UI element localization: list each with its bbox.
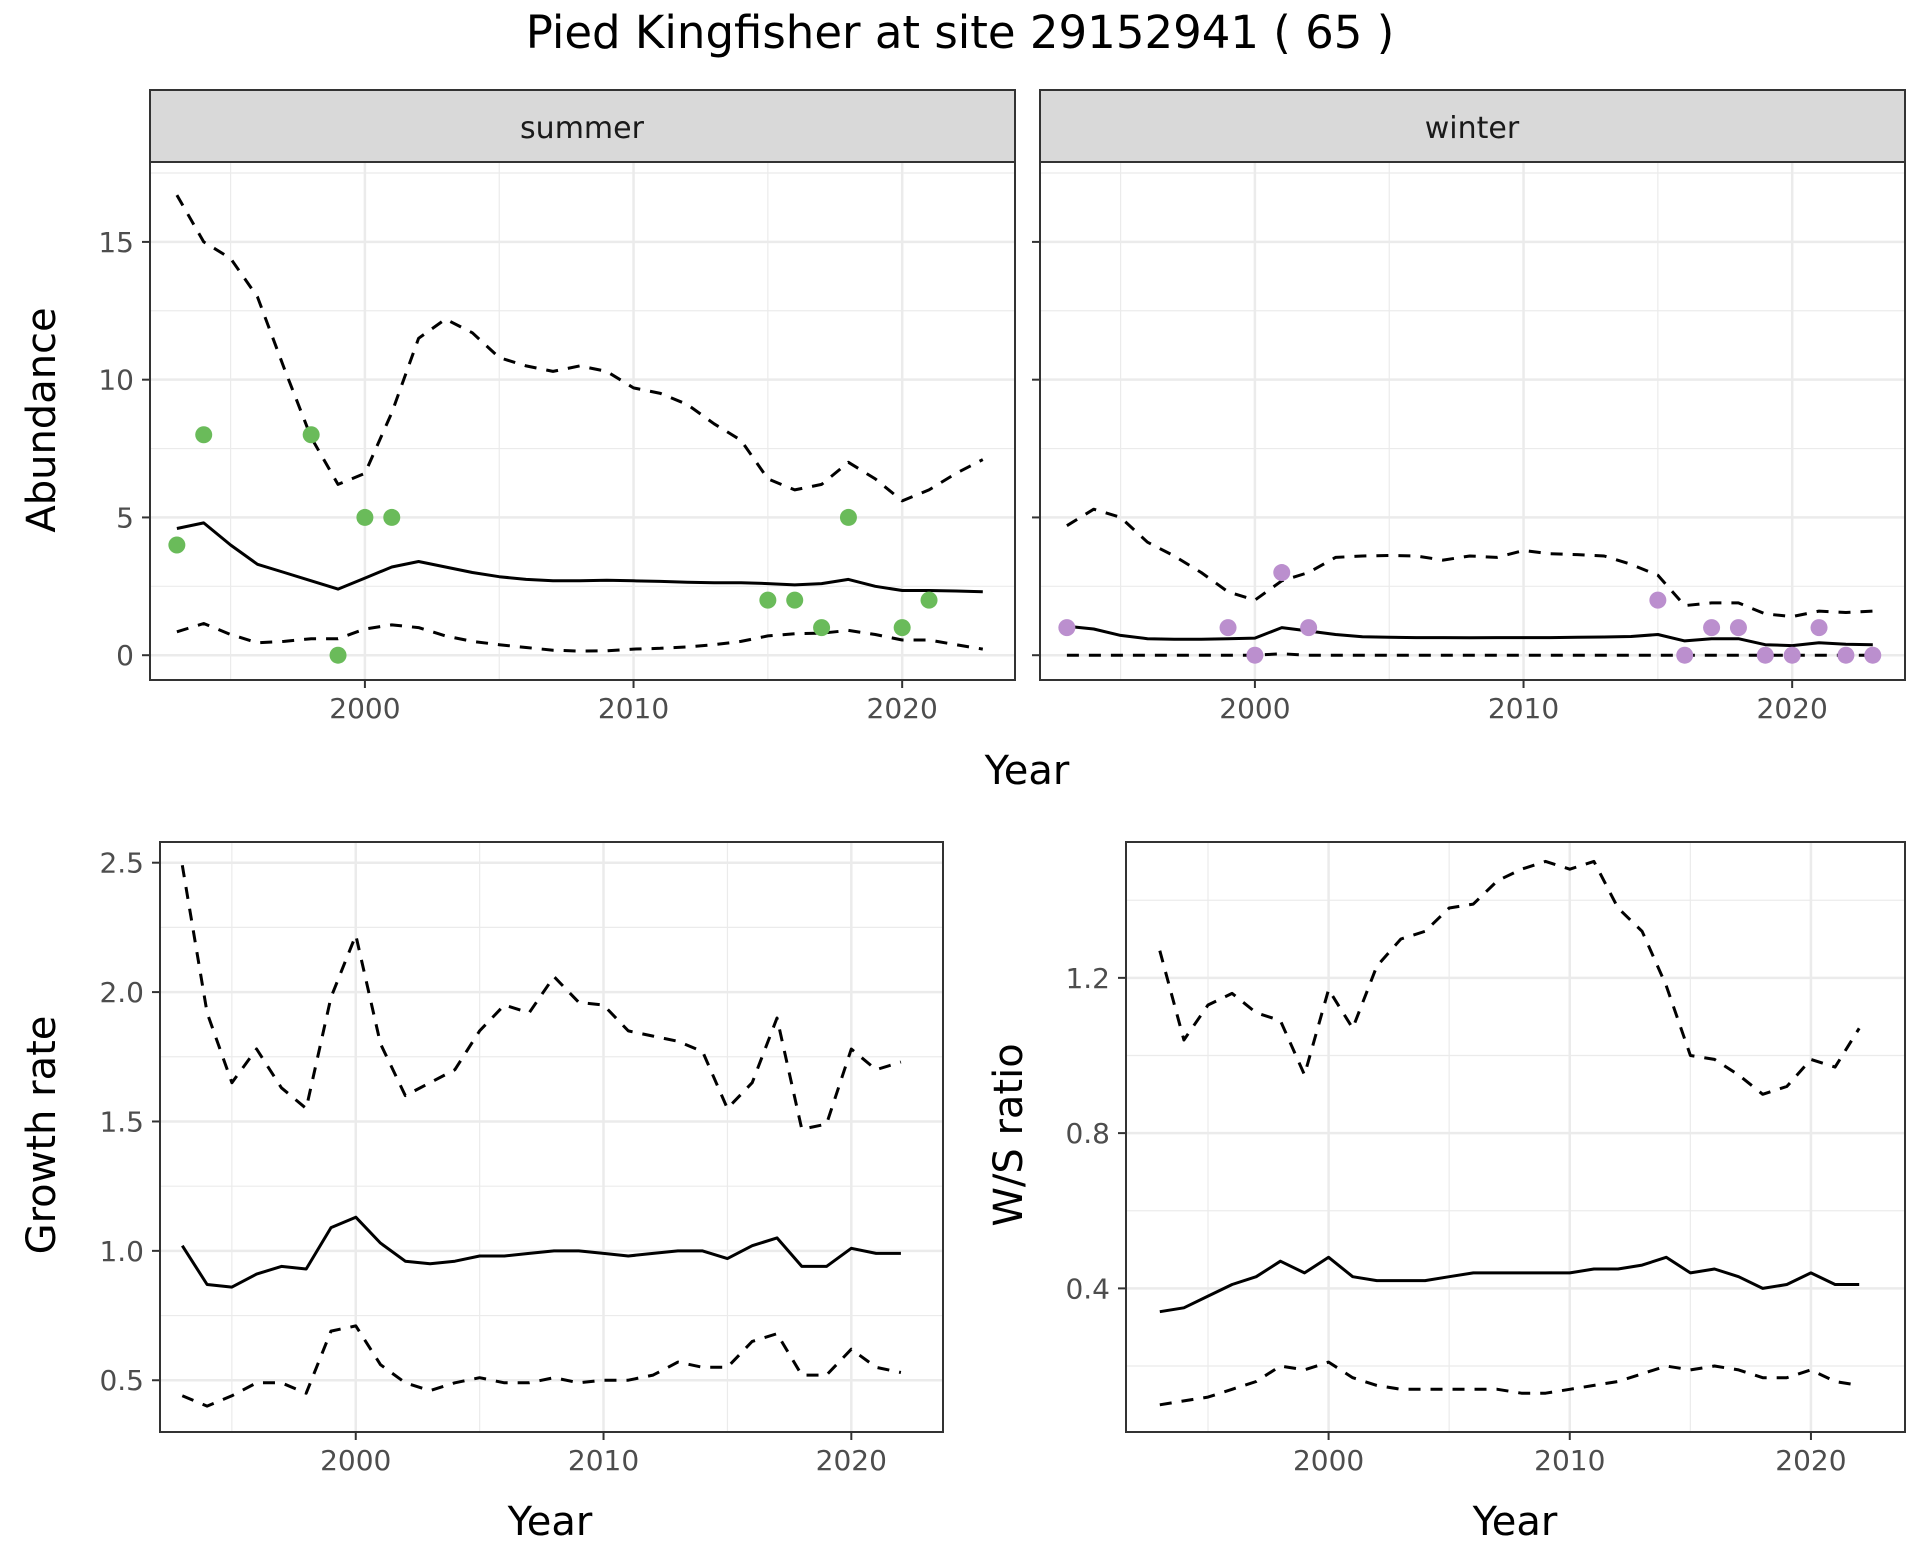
- winter-x-tick-label: 2010: [1488, 692, 1559, 725]
- growth-y-axis-title: Growth rate: [19, 1016, 65, 1255]
- winter-observation-point: [1756, 646, 1774, 664]
- summer-y-tick-label: 10: [98, 364, 134, 397]
- winter-observation-point: [1246, 646, 1264, 664]
- summer-y-tick-label: 0: [116, 639, 134, 672]
- winter-observation-point: [1219, 619, 1237, 637]
- ws-y-tick-label: 0.4: [1065, 1272, 1110, 1305]
- chart-title: Pied Kingfisher at site 29152941 ( 65 ): [526, 6, 1395, 59]
- summer-observation-point: [168, 536, 186, 554]
- summer-observation-point: [920, 591, 938, 609]
- winter-observation-point: [1300, 619, 1318, 637]
- summer-x-tick-label: 2000: [329, 692, 400, 725]
- strip-summer: [149, 89, 1016, 163]
- winter-mean-line: [1066, 624, 1873, 648]
- growth-panel-border: [159, 841, 944, 1433]
- ws-x-axis-title: Year: [1472, 1499, 1558, 1545]
- winter-observation-point: [1837, 646, 1855, 664]
- abundance-x-axis-title: Year: [984, 748, 1070, 794]
- summer-upper-line: [175, 194, 984, 503]
- winter-observation-point: [1864, 646, 1882, 664]
- growth-upper-line: [180, 865, 902, 1131]
- winter-observation-point: [1783, 646, 1801, 664]
- ws-plot-area: [1126, 842, 1905, 1432]
- winter-observation-point: [1810, 619, 1828, 637]
- summer-x-tick-label: 2020: [867, 692, 938, 725]
- growth-x-tick-label: 2020: [816, 1444, 887, 1477]
- growth-x-axis-title: Year: [507, 1499, 593, 1545]
- summer-observation-point: [195, 426, 213, 444]
- summer-plot-area: [150, 162, 1015, 680]
- growth-x-tick-label: 2000: [320, 1444, 391, 1477]
- summer-observation-point: [356, 508, 374, 526]
- strip-winter-label: winter: [1425, 111, 1520, 146]
- growth-rate-panel: 2000 2010 2020 0.5 1.0 1.5 2.0 2.5: [99, 841, 944, 1477]
- summer-mean-line: [176, 521, 983, 594]
- winter-observation-point: [1058, 619, 1076, 637]
- summer-observation-point: [786, 591, 804, 609]
- summer-panel-border: [149, 161, 1016, 681]
- growth-y-tick-label: 0.5: [99, 1364, 144, 1397]
- winter-observation-point: [1729, 619, 1747, 637]
- growth-y-tick-label: 1.5: [99, 1105, 144, 1138]
- ws-y-tick-label: 0.8: [1065, 1117, 1110, 1150]
- growth-mean-line: [181, 1215, 901, 1289]
- summer-y-tick-label: 5: [116, 501, 134, 534]
- growth-x-tick-label: 2010: [568, 1444, 639, 1477]
- ws-upper-line: [1158, 859, 1861, 1096]
- winter-panel-border: [1039, 161, 1906, 681]
- ws-x-tick-label: 2020: [1775, 1444, 1846, 1477]
- ws-lower-line: [1159, 1360, 1860, 1407]
- winter-panel: 2000 2010 2020: [1032, 161, 1906, 725]
- summer-observation-point: [329, 646, 347, 664]
- winter-x-tick-label: 2020: [1757, 692, 1828, 725]
- summer-observation-point: [759, 591, 777, 609]
- summer-panel: 2000 2010 2020 0 5 10 15: [98, 161, 1016, 725]
- ws-panel-border: [1125, 841, 1906, 1433]
- winter-plot-area: [1040, 162, 1905, 680]
- winter-observation-point: [1676, 646, 1694, 664]
- strip-summer-label: summer: [520, 111, 645, 146]
- summer-observation-point: [839, 508, 857, 526]
- growth-plot-area: [160, 842, 943, 1432]
- winter-upper-line: [1066, 507, 1873, 619]
- growth-lower-line: [181, 1324, 902, 1408]
- winter-observation-point: [1273, 564, 1291, 582]
- growth-y-tick-label: 2.5: [99, 847, 144, 880]
- ws-y-axis-title: W/S ratio: [986, 1043, 1032, 1226]
- summer-observation-point: [813, 619, 831, 637]
- strip-winter: [1039, 89, 1906, 163]
- growth-y-tick-label: 1.0: [99, 1235, 144, 1268]
- summer-y-tick-label: 15: [98, 226, 134, 259]
- summer-lower-line: [176, 622, 984, 653]
- ws-mean-line: [1159, 1255, 1860, 1314]
- winter-observation-point: [1649, 591, 1667, 609]
- winter-lower-line: [1066, 652, 1873, 657]
- ws-y-tick-label: 1.2: [1065, 962, 1110, 995]
- ws-x-tick-label: 2010: [1534, 1444, 1605, 1477]
- abundance-y-axis-title: Abundance: [19, 307, 65, 532]
- summer-observation-point: [302, 426, 320, 444]
- summer-observation-point: [893, 619, 911, 637]
- summer-x-tick-label: 2010: [598, 692, 669, 725]
- growth-y-tick-label: 2.0: [99, 976, 144, 1009]
- ws-ratio-panel: 2000 2010 2020 0.4 0.8 1.2: [1065, 841, 1906, 1477]
- winter-observation-point: [1703, 619, 1721, 637]
- ws-x-tick-label: 2000: [1293, 1444, 1364, 1477]
- winter-x-tick-label: 2000: [1219, 692, 1290, 725]
- summer-observation-point: [383, 508, 401, 526]
